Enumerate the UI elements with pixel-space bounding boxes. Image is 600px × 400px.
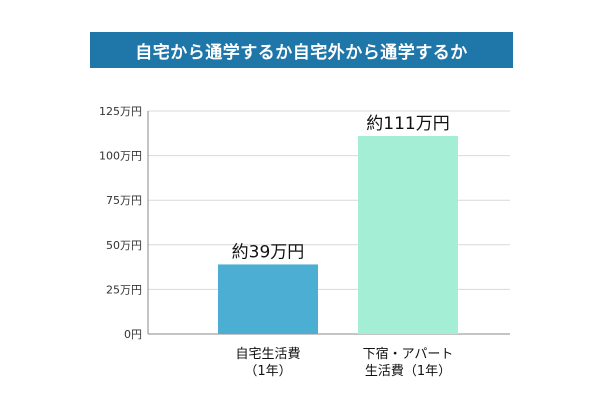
chart-title: 自宅から通学するか自宅外から通学するか xyxy=(135,42,468,63)
y-tick-label: 0円 xyxy=(124,328,142,341)
x-category-label: 生活費（1年） xyxy=(365,364,451,379)
bar xyxy=(358,135,458,334)
data-label: 約111万円 xyxy=(366,114,449,134)
data-label: 約39万円 xyxy=(232,242,305,262)
x-category-label: 下宿・アパート xyxy=(363,346,454,362)
x-category-label: 自宅生活費 xyxy=(235,347,300,362)
x-category-label: （1年） xyxy=(244,364,291,379)
y-tick-label: 25万円 xyxy=(106,283,142,296)
y-tick-label: 100万円 xyxy=(99,150,142,163)
y-tick-label: 75万円 xyxy=(106,194,142,207)
bar xyxy=(218,264,318,334)
chart-title-banner: 自宅から通学するか自宅外から通学するか xyxy=(90,32,513,68)
y-tick-label: 50万円 xyxy=(106,239,142,252)
y-tick-label: 125万円 xyxy=(99,105,142,118)
